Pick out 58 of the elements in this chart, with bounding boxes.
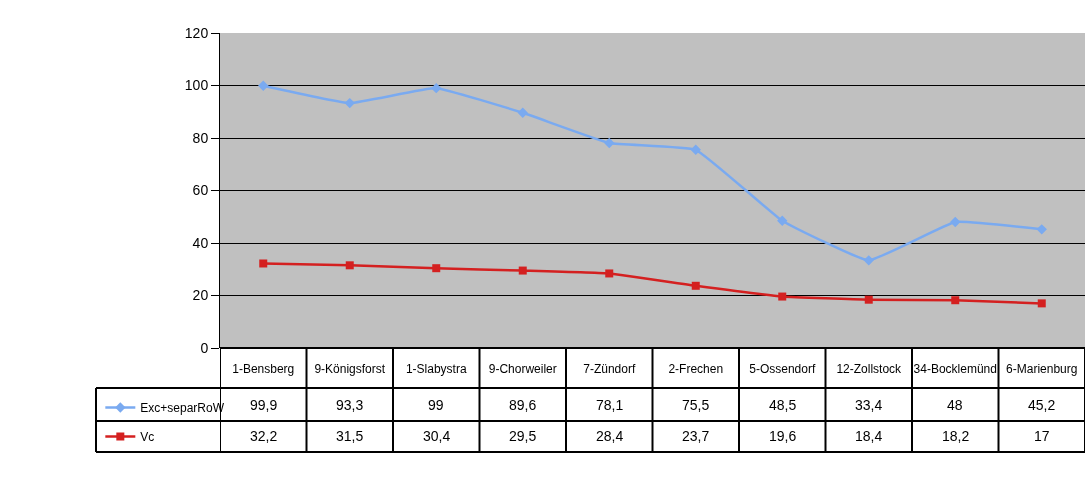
y-tick-label: 0 xyxy=(200,339,209,356)
point xyxy=(863,255,874,266)
point xyxy=(431,82,442,94)
data-label: 78,1 xyxy=(596,397,624,413)
legend-label: Vc xyxy=(140,430,155,445)
point xyxy=(1036,224,1047,235)
data-label: 17 xyxy=(1034,428,1050,444)
y-tick-label: 80 xyxy=(192,129,209,146)
data-label: 31,5 xyxy=(336,428,364,444)
y-tick-label: 120 xyxy=(184,24,209,41)
y-tick-label: 60 xyxy=(192,182,209,199)
x-tick-label: 5-Ossendorf xyxy=(749,362,816,376)
point xyxy=(1037,299,1046,308)
x-tick-label: 2-Frechen xyxy=(668,362,724,376)
y-tick-label: 40 xyxy=(192,234,209,251)
x-tick-label: 6-Marienburg xyxy=(1006,362,1078,376)
data-label: 33,4 xyxy=(855,397,883,413)
point xyxy=(344,97,355,109)
point xyxy=(777,215,788,226)
x-tick-label: 7-Zündorf xyxy=(583,362,636,376)
data-label: 32,2 xyxy=(250,428,278,444)
point xyxy=(432,264,441,273)
point xyxy=(691,281,700,290)
data-label: 29,5 xyxy=(509,428,537,444)
data-label: 89,6 xyxy=(509,397,537,413)
point xyxy=(950,216,961,228)
data-label: 48 xyxy=(947,397,963,413)
point xyxy=(690,144,701,156)
data-label: 19,6 xyxy=(769,428,797,444)
point xyxy=(345,261,354,270)
point xyxy=(778,292,787,301)
point xyxy=(951,296,960,305)
data-label: 18,4 xyxy=(855,428,883,444)
point xyxy=(604,137,615,149)
data-label: 23,7 xyxy=(682,428,710,444)
x-tick-label: 9-Königsforst xyxy=(314,362,386,376)
y-tick-label: 20 xyxy=(192,287,209,304)
point xyxy=(605,269,614,278)
x-tick-label: 34-Bocklemünd xyxy=(913,362,997,376)
point xyxy=(518,266,527,275)
data-label: 99,9 xyxy=(250,397,278,413)
point xyxy=(517,107,528,118)
x-tick-label: 1-Bensberg xyxy=(232,362,295,376)
x-tick-label: 9-Chorweiler xyxy=(488,362,557,376)
data-label: 18,2 xyxy=(942,428,970,444)
data-label: 45,2 xyxy=(1028,397,1056,413)
point xyxy=(258,80,269,91)
x-tick-label: 1-Slabystra xyxy=(405,362,467,376)
point xyxy=(864,295,873,304)
x-tick-label: 12-Zollstock xyxy=(836,362,903,376)
point xyxy=(259,259,268,268)
data-label: 93,3 xyxy=(336,397,364,413)
data-label: 30,4 xyxy=(423,428,451,444)
data-label: 28,4 xyxy=(596,428,624,444)
y-tick-label: 100 xyxy=(184,77,209,94)
data-label: 75,5 xyxy=(682,397,710,413)
data-label: 48,5 xyxy=(769,397,797,413)
data-label: 99 xyxy=(428,397,444,413)
